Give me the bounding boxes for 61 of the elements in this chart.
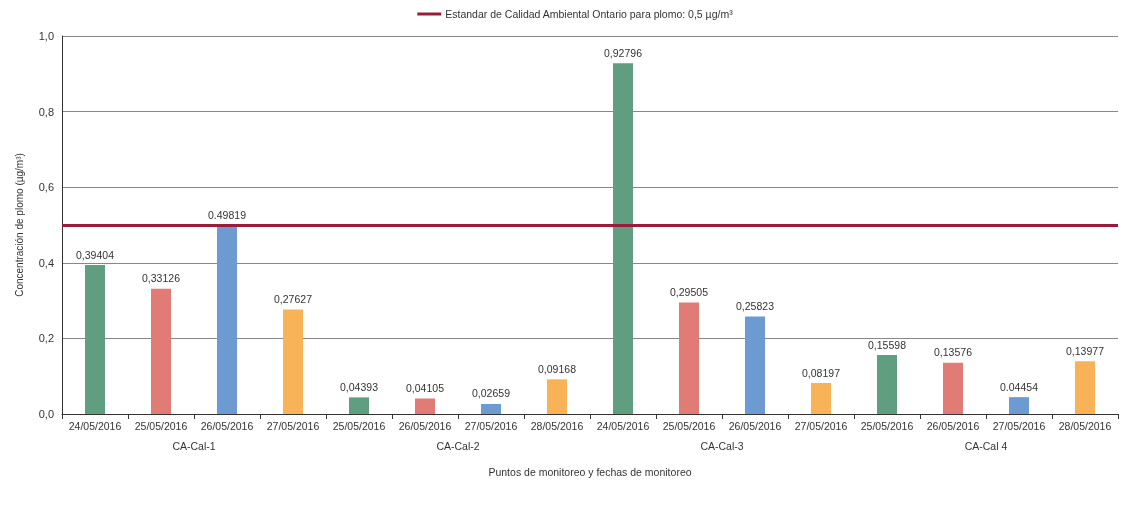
data-label: 0.49819: [208, 209, 247, 222]
legend-label: Estandar de Calidad Ambiental Ontario para plomo: 0,5 µg/m³: [445, 7, 734, 20]
bar: [811, 383, 831, 414]
bar: [415, 398, 435, 414]
x-tick-label: 24/05/2016: [68, 419, 122, 432]
bar: [85, 265, 105, 414]
text: CA-Cal 4: [964, 439, 1008, 452]
bar: [1009, 397, 1029, 414]
data-label: 0,29505: [670, 285, 709, 298]
bar: [679, 302, 699, 414]
x-tick-label: 26/05/2016: [926, 419, 980, 432]
data-label: 0,04393: [340, 380, 379, 393]
y-tick-label: 0,2: [38, 332, 54, 345]
data-label: 0,15598: [868, 338, 907, 351]
text: CA-Cal-3: [700, 439, 744, 452]
x-tick-label: 26/05/2016: [728, 419, 782, 432]
text: CA-Cal-2: [436, 439, 480, 452]
x-tick-label: 25/05/2016: [332, 419, 386, 432]
y-tick-label: 0,6: [38, 181, 54, 194]
bar: [349, 397, 369, 414]
bar: [877, 355, 897, 414]
data-label: 0,08197: [802, 366, 841, 379]
y-axis-title: Concentración de plomo (µg/m³): [13, 153, 25, 297]
x-tick-label: 25/05/2016: [134, 419, 188, 432]
data-label: 0,25823: [736, 299, 775, 312]
data-label: 0,13576: [934, 346, 973, 359]
x-tick-label: 27/05/2016: [266, 419, 320, 432]
bar: [745, 316, 765, 414]
bar: [1075, 361, 1095, 414]
data-label: 0.04454: [1000, 380, 1039, 393]
data-label: 0,92796: [604, 46, 643, 59]
x-tick-label: 27/05/2016: [464, 419, 518, 432]
data-label: 0,33126: [142, 272, 181, 285]
data-label: 0,27627: [274, 293, 313, 306]
y-tick-label: 0,4: [38, 256, 54, 269]
x-tick-label: 27/05/2016: [992, 419, 1046, 432]
x-tick-label: 25/05/2016: [860, 419, 914, 432]
x-tick-label: 28/05/2016: [530, 419, 584, 432]
x-tick-label: 24/05/2016: [596, 419, 650, 432]
bar: [151, 288, 171, 414]
x-tick-label: 26/05/2016: [200, 419, 254, 432]
x-tick-label: 25/05/2016: [662, 419, 716, 432]
bar: [613, 63, 633, 414]
bar: [283, 309, 303, 414]
bar: [547, 379, 567, 414]
data-label: 0,39404: [76, 248, 115, 261]
text: CA-Cal-1: [172, 439, 216, 452]
bar: [217, 225, 237, 414]
x-tick-label: 27/05/2016: [794, 419, 848, 432]
y-tick-label: 1,0: [38, 30, 54, 42]
data-label: 0,13977: [1066, 344, 1105, 357]
data-label: 0,02659: [472, 387, 511, 400]
x-axis-title: Puntos de monitoreo y fechas de monitoreo: [488, 465, 692, 478]
bar: [943, 362, 963, 414]
y-tick-label: 0,8: [38, 105, 54, 118]
data-label: 0,04105: [406, 381, 445, 394]
data-label: 0,09168: [538, 362, 577, 375]
x-tick-label: 26/05/2016: [398, 419, 452, 432]
bar: [481, 403, 501, 414]
y-tick-label: 0,0: [38, 408, 54, 420]
x-tick-label: 28/05/2016: [1058, 419, 1112, 432]
